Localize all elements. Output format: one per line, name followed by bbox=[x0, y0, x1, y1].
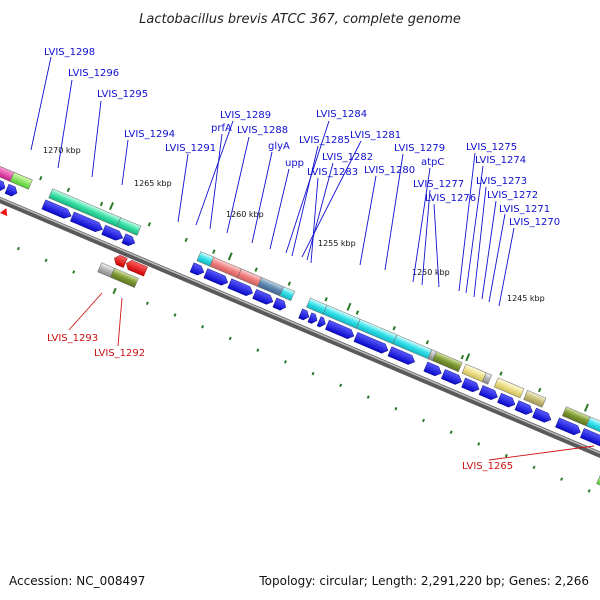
reverse-cds-arrow bbox=[114, 255, 128, 268]
feature-lvis-1265 bbox=[596, 474, 600, 492]
cds-arrow bbox=[532, 407, 552, 423]
gene-label-atpc: atpC bbox=[421, 157, 444, 168]
cds-arrow bbox=[70, 211, 103, 232]
gene-label-lvis-1280: LVIS_1280 bbox=[364, 165, 415, 176]
cds-arrow bbox=[203, 268, 229, 286]
cds-arrow bbox=[325, 319, 355, 339]
cds-arrow bbox=[580, 428, 600, 447]
cds-arrow bbox=[189, 262, 205, 276]
cds-arrow bbox=[4, 183, 18, 197]
inner-ticks bbox=[16, 246, 591, 493]
scale-label-1260: 1260 kbp bbox=[226, 210, 264, 219]
cds-arrow bbox=[252, 289, 274, 305]
forward-labels: LVIS_1298 LVIS_1296 LVIS_1295 LVIS_1294 … bbox=[44, 47, 560, 228]
forward-label-leaders bbox=[30, 56, 515, 307]
gene-label-lvis-1275: LVIS_1275 bbox=[466, 142, 517, 153]
feature-glya bbox=[279, 286, 296, 301]
gene-label-lvis-1289: LVIS_1289 bbox=[220, 110, 271, 121]
gene-label-glya: glyA bbox=[268, 141, 290, 152]
gene-label-lvis-1272: LVIS_1272 bbox=[487, 190, 538, 201]
gene-label-prfa: prfA bbox=[211, 123, 232, 134]
gene-label-lvis-1294: LVIS_1294 bbox=[124, 129, 175, 140]
gene-label-lvis-1274: LVIS_1274 bbox=[475, 155, 526, 166]
gene-label-lvis-1271: LVIS_1271 bbox=[499, 204, 550, 215]
cds-arrow bbox=[478, 385, 498, 400]
cds-arrow bbox=[307, 312, 318, 324]
map-title: Lactobacillus brevis ATCC 367, complete … bbox=[139, 12, 461, 27]
feature-lvis-1272 bbox=[523, 389, 547, 408]
cds-arrow bbox=[555, 417, 581, 436]
cds-arrow bbox=[41, 199, 72, 219]
gene-label-lvis-1291: LVIS_1291 bbox=[165, 143, 216, 154]
cds-arrow bbox=[461, 377, 480, 393]
gene-label-lvis-1298: LVIS_1298 bbox=[44, 47, 95, 58]
cds-arrow bbox=[298, 308, 310, 321]
reverse-cds-arrow bbox=[126, 260, 148, 277]
gene-label-lvis-1276: LVIS_1276 bbox=[425, 193, 476, 204]
gene-label-lvis-1296: LVIS_1296 bbox=[68, 68, 119, 79]
outer-ticks bbox=[39, 175, 589, 412]
feature-lime bbox=[9, 171, 33, 190]
feature-lvis-1269 bbox=[585, 416, 600, 439]
cds-arrow bbox=[387, 346, 415, 365]
genome-summary-text: Topology: circular; Length: 2,291,220 bp… bbox=[258, 574, 589, 588]
gene-label-lvis-1292: LVIS_1292 bbox=[94, 348, 145, 359]
scale-label-1245: 1245 kbp bbox=[507, 294, 545, 303]
gene-label-lvis-1293: LVIS_1293 bbox=[47, 333, 98, 344]
accession-text: Accession: NC_008497 bbox=[9, 574, 145, 588]
gene-label-lvis-1285: LVIS_1285 bbox=[299, 135, 350, 146]
cds-arrow bbox=[316, 316, 326, 328]
cds-arrow bbox=[121, 233, 136, 246]
reverse-features bbox=[0, 208, 600, 492]
cds-arrow bbox=[101, 224, 124, 241]
feature-lvis-1276 bbox=[481, 372, 493, 385]
forward-features bbox=[0, 163, 600, 439]
genome-backbone bbox=[0, 185, 600, 469]
gene-label-upp: upp bbox=[285, 158, 304, 169]
gene-label-lvis-1295: LVIS_1295 bbox=[97, 89, 148, 100]
feature-lvis-1294 bbox=[116, 217, 142, 236]
gene-label-lvis-1265: LVIS_1265 bbox=[462, 461, 513, 472]
feature-atpc bbox=[432, 351, 463, 373]
gene-label-lvis-1282: LVIS_1282 bbox=[322, 152, 373, 163]
cds-arrow bbox=[514, 400, 533, 415]
cds-arrow bbox=[272, 297, 287, 311]
cds-arrow bbox=[441, 369, 462, 385]
reverse-labels: LVIS_1293 LVIS_1292 LVIS_1265 bbox=[47, 333, 513, 472]
cds-arrow bbox=[227, 278, 253, 297]
cds-arrow bbox=[353, 332, 389, 354]
genome-backbone-highlight bbox=[0, 186, 600, 466]
cds-arrow bbox=[423, 361, 442, 377]
gene-label-lvis-1283: LVIS_1283 bbox=[307, 167, 358, 178]
genome-track bbox=[0, 163, 600, 493]
feature-lvis-1274 bbox=[493, 377, 525, 399]
cds-arrow bbox=[0, 174, 6, 192]
scale-label-1270: 1270 kbp bbox=[43, 146, 81, 155]
gene-label-lvis-1273: LVIS_1273 bbox=[476, 176, 527, 187]
feature-lvis-1292 bbox=[110, 267, 139, 288]
scale-label-1265: 1265 kbp bbox=[134, 179, 172, 188]
gene-label-lvis-1288: LVIS_1288 bbox=[237, 125, 288, 136]
gene-label-lvis-1281: LVIS_1281 bbox=[350, 130, 401, 141]
gene-label-lvis-1279: LVIS_1279 bbox=[394, 143, 445, 154]
reverse-cds-arrow bbox=[0, 208, 8, 217]
forward-cds-arrows bbox=[0, 174, 600, 447]
scale-label-1250: 1250 kbp bbox=[412, 268, 450, 277]
gene-label-lvis-1270: LVIS_1270 bbox=[509, 217, 560, 228]
reverse-label-leaders bbox=[68, 292, 595, 461]
gene-label-lvis-1277: LVIS_1277 bbox=[413, 179, 464, 190]
scale-label-1255: 1255 kbp bbox=[318, 239, 356, 248]
cds-arrow bbox=[497, 392, 516, 408]
gene-label-lvis-1284: LVIS_1284 bbox=[316, 109, 367, 120]
